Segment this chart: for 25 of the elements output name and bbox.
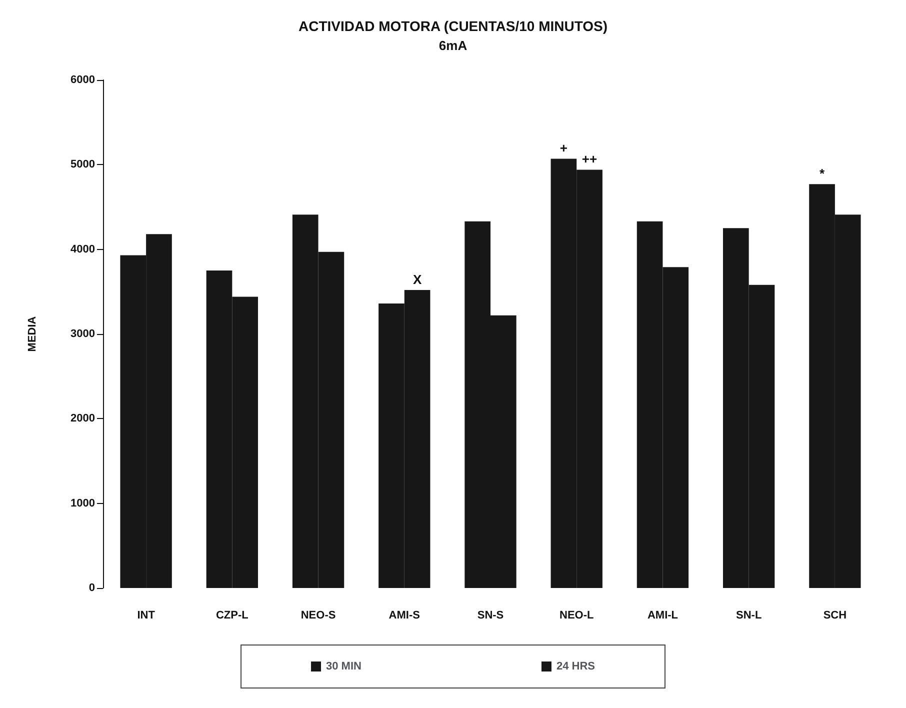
x-tick-label: SCH xyxy=(823,610,847,622)
y-tick-label: 4000 xyxy=(70,243,95,256)
legend-label: 24 HRS xyxy=(556,660,595,672)
chart-subtitle: 6mA xyxy=(438,38,468,53)
chart-title: ACTIVIDAD MOTORA (CUENTAS/10 MINUTOS) xyxy=(298,18,608,34)
y-tick-label: 3000 xyxy=(70,328,95,340)
y-tick-label: 1000 xyxy=(70,497,95,510)
x-tick-label: SN-S xyxy=(477,610,504,622)
y-tick-label: 6000 xyxy=(70,74,95,86)
legend-label: 30 MIN xyxy=(326,660,362,672)
annotation: * xyxy=(819,166,826,182)
y-axis-title: MEDIA xyxy=(26,316,38,352)
x-tick-label: AMI-S xyxy=(388,610,420,622)
x-tick-label: CZP-L xyxy=(216,610,249,622)
y-tick-label: 0 xyxy=(88,582,95,594)
annotation: + xyxy=(560,140,568,156)
y-tick-label: 5000 xyxy=(70,158,95,171)
x-tick-label: AMI-L xyxy=(647,610,678,622)
y-tick-label: 2000 xyxy=(70,412,95,425)
x-tick-label: INT xyxy=(137,610,156,622)
x-tick-label: NEO-L xyxy=(559,610,594,622)
annotation: ++ xyxy=(582,152,598,167)
x-tick-label: SN-L xyxy=(736,610,762,622)
x-tick-label: NEO-S xyxy=(300,610,336,622)
annotation: X xyxy=(412,272,422,287)
